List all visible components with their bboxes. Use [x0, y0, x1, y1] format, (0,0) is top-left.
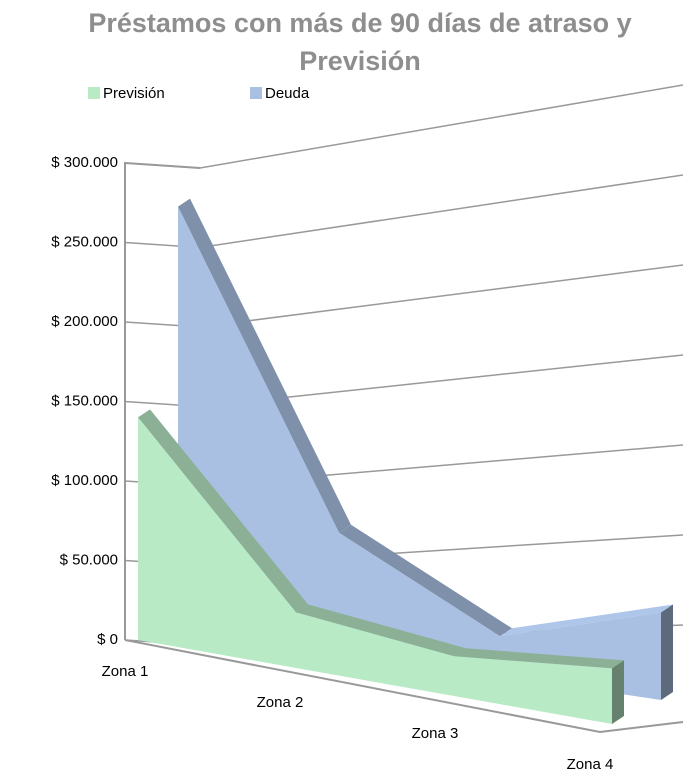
- x-tick-label: Zona 2: [257, 694, 304, 711]
- y-tick-label: $ 100.000: [51, 472, 118, 489]
- area-top: [339, 524, 512, 637]
- legend-label: Previsión: [103, 85, 165, 102]
- area-side: [612, 660, 624, 724]
- area-top: [296, 604, 466, 657]
- area: [138, 417, 612, 724]
- y-tick-label: $ 200.000: [51, 313, 118, 330]
- floor-edge: [124, 639, 683, 734]
- y-tick-label: $ 250.000: [51, 233, 118, 250]
- x-tick-label: Zona 4: [567, 756, 614, 773]
- area: [178, 206, 661, 700]
- y-tick-label: $ 300.000: [51, 154, 118, 171]
- y-tick-label: $ 150.000: [51, 392, 118, 409]
- x-tick-label: Zona 3: [412, 725, 459, 742]
- area-top: [454, 648, 624, 669]
- y-tick-label: $ 50.000: [60, 551, 118, 568]
- area-top: [500, 604, 673, 637]
- area-top: [178, 198, 351, 533]
- x-tick-label: Zona 1: [102, 663, 149, 680]
- area-side: [661, 604, 673, 700]
- chart-title: Préstamos con más de 90 días de atraso y…: [88, 8, 632, 76]
- grid-line: [124, 84, 683, 169]
- legend-swatch: [250, 87, 262, 99]
- legend-swatch: [88, 87, 100, 99]
- y-tick-label: $ 0: [97, 631, 118, 648]
- area-top: [138, 409, 308, 613]
- legend-label: Deuda: [265, 85, 310, 102]
